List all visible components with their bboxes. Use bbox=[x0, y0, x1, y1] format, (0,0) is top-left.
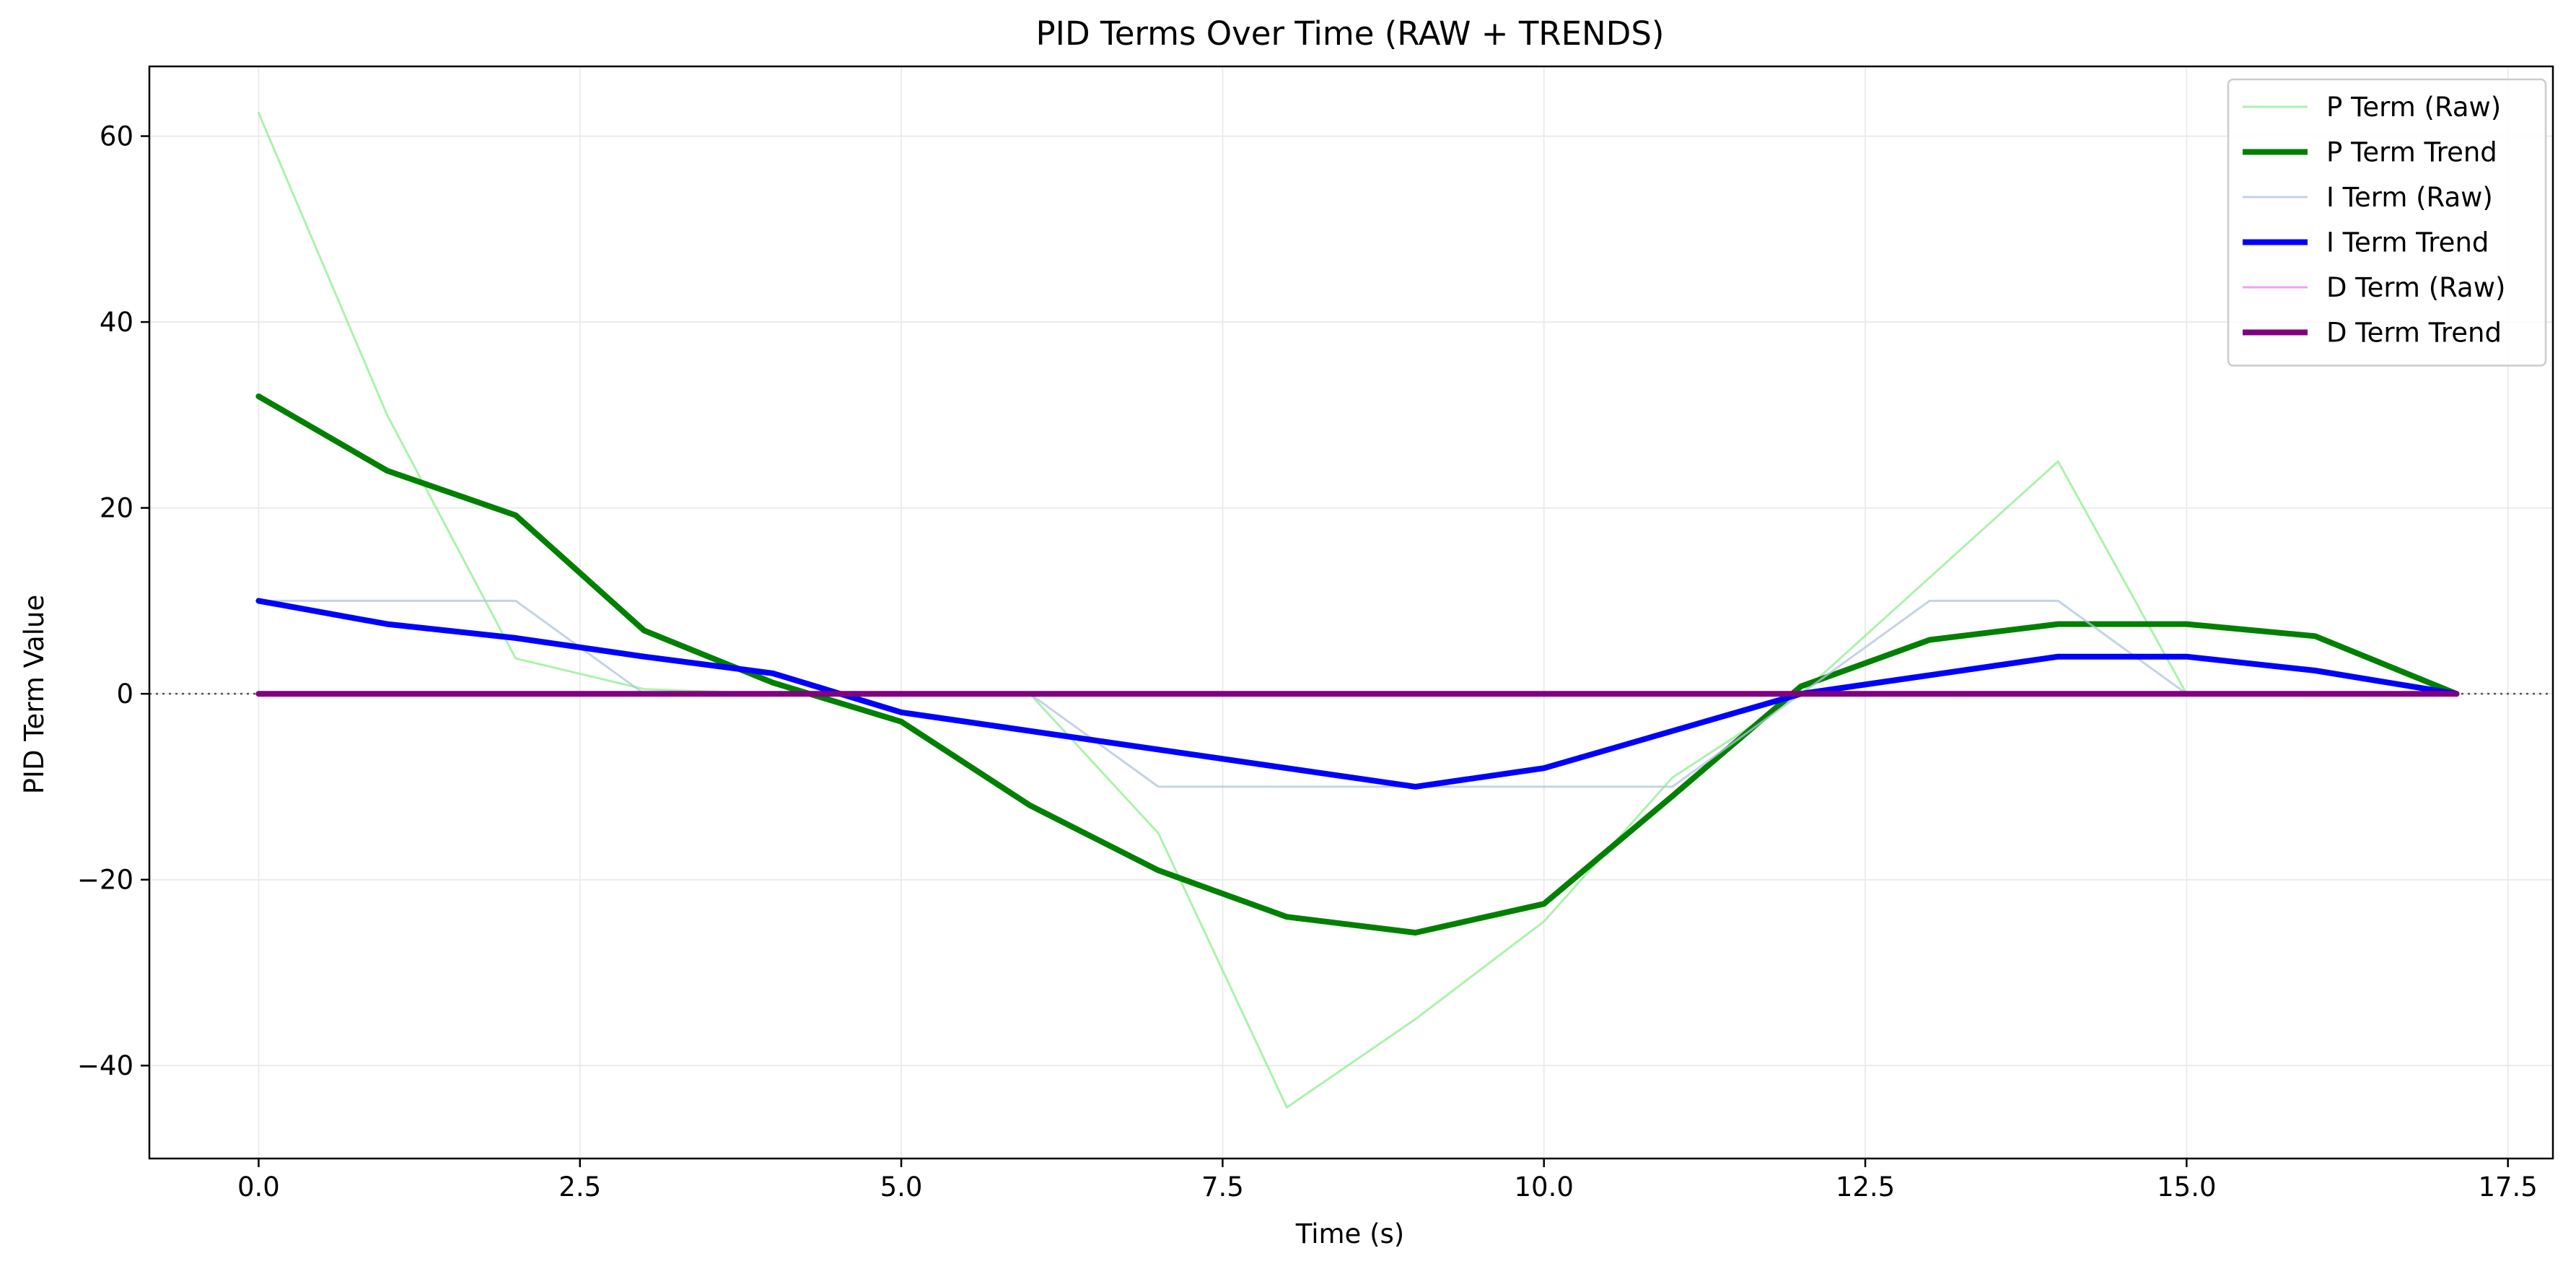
y-tick-label: −20 bbox=[77, 865, 133, 896]
x-tick-label: 15.0 bbox=[2157, 1172, 2216, 1203]
series-line-i-term-raw bbox=[257, 599, 2458, 788]
x-tick-label: 17.5 bbox=[2478, 1172, 2537, 1203]
legend-label-i-term-raw: I Term (Raw) bbox=[2326, 182, 2493, 213]
legend-label-i-term-trend: I Term Trend bbox=[2326, 227, 2489, 258]
tick-layer: 0.0 2.5 5.0 7.5 10.0 12.5 15.0 17.5 −40 −20 0 20 40 6… bbox=[77, 121, 2538, 1203]
y-axis-label: PID Term Value bbox=[19, 595, 50, 795]
legend-label-d-term-trend: D Term Trend bbox=[2326, 318, 2502, 349]
series-line-p-term-trend bbox=[255, 393, 2460, 936]
x-tick-label: 7.5 bbox=[1201, 1172, 1244, 1203]
x-tick-label: 10.0 bbox=[1514, 1172, 1573, 1203]
y-tick-label: 40 bbox=[100, 307, 133, 338]
x-tick-label: 5.0 bbox=[880, 1172, 923, 1203]
y-tick-label: 20 bbox=[100, 493, 133, 524]
x-tick-label: 2.5 bbox=[558, 1172, 601, 1203]
series-line-p-term-raw bbox=[257, 111, 2458, 1109]
y-tick-label: 60 bbox=[100, 121, 133, 152]
chart-title: PID Terms Over Time (RAW + TRENDS) bbox=[1036, 14, 1665, 53]
x-tick-label: 12.5 bbox=[1836, 1172, 1895, 1203]
legend-label-d-term-raw: D Term (Raw) bbox=[2326, 272, 2505, 303]
y-tick-label: −40 bbox=[77, 1050, 133, 1081]
series-line-i-term-trend bbox=[255, 598, 2460, 790]
legend-label-p-term-trend: P Term Trend bbox=[2326, 137, 2497, 168]
x-axis-label: Time (s) bbox=[1295, 1218, 1404, 1249]
x-tick-label: 0.0 bbox=[237, 1172, 280, 1203]
legend: P Term (Raw) P Term Trend I Term (Raw) I Te… bbox=[2227, 78, 2547, 367]
series-layer bbox=[255, 111, 2460, 1109]
plot-frame bbox=[148, 65, 2554, 1160]
y-tick-label: 0 bbox=[116, 679, 133, 710]
legend-label-p-term-raw: P Term (Raw) bbox=[2326, 92, 2501, 123]
